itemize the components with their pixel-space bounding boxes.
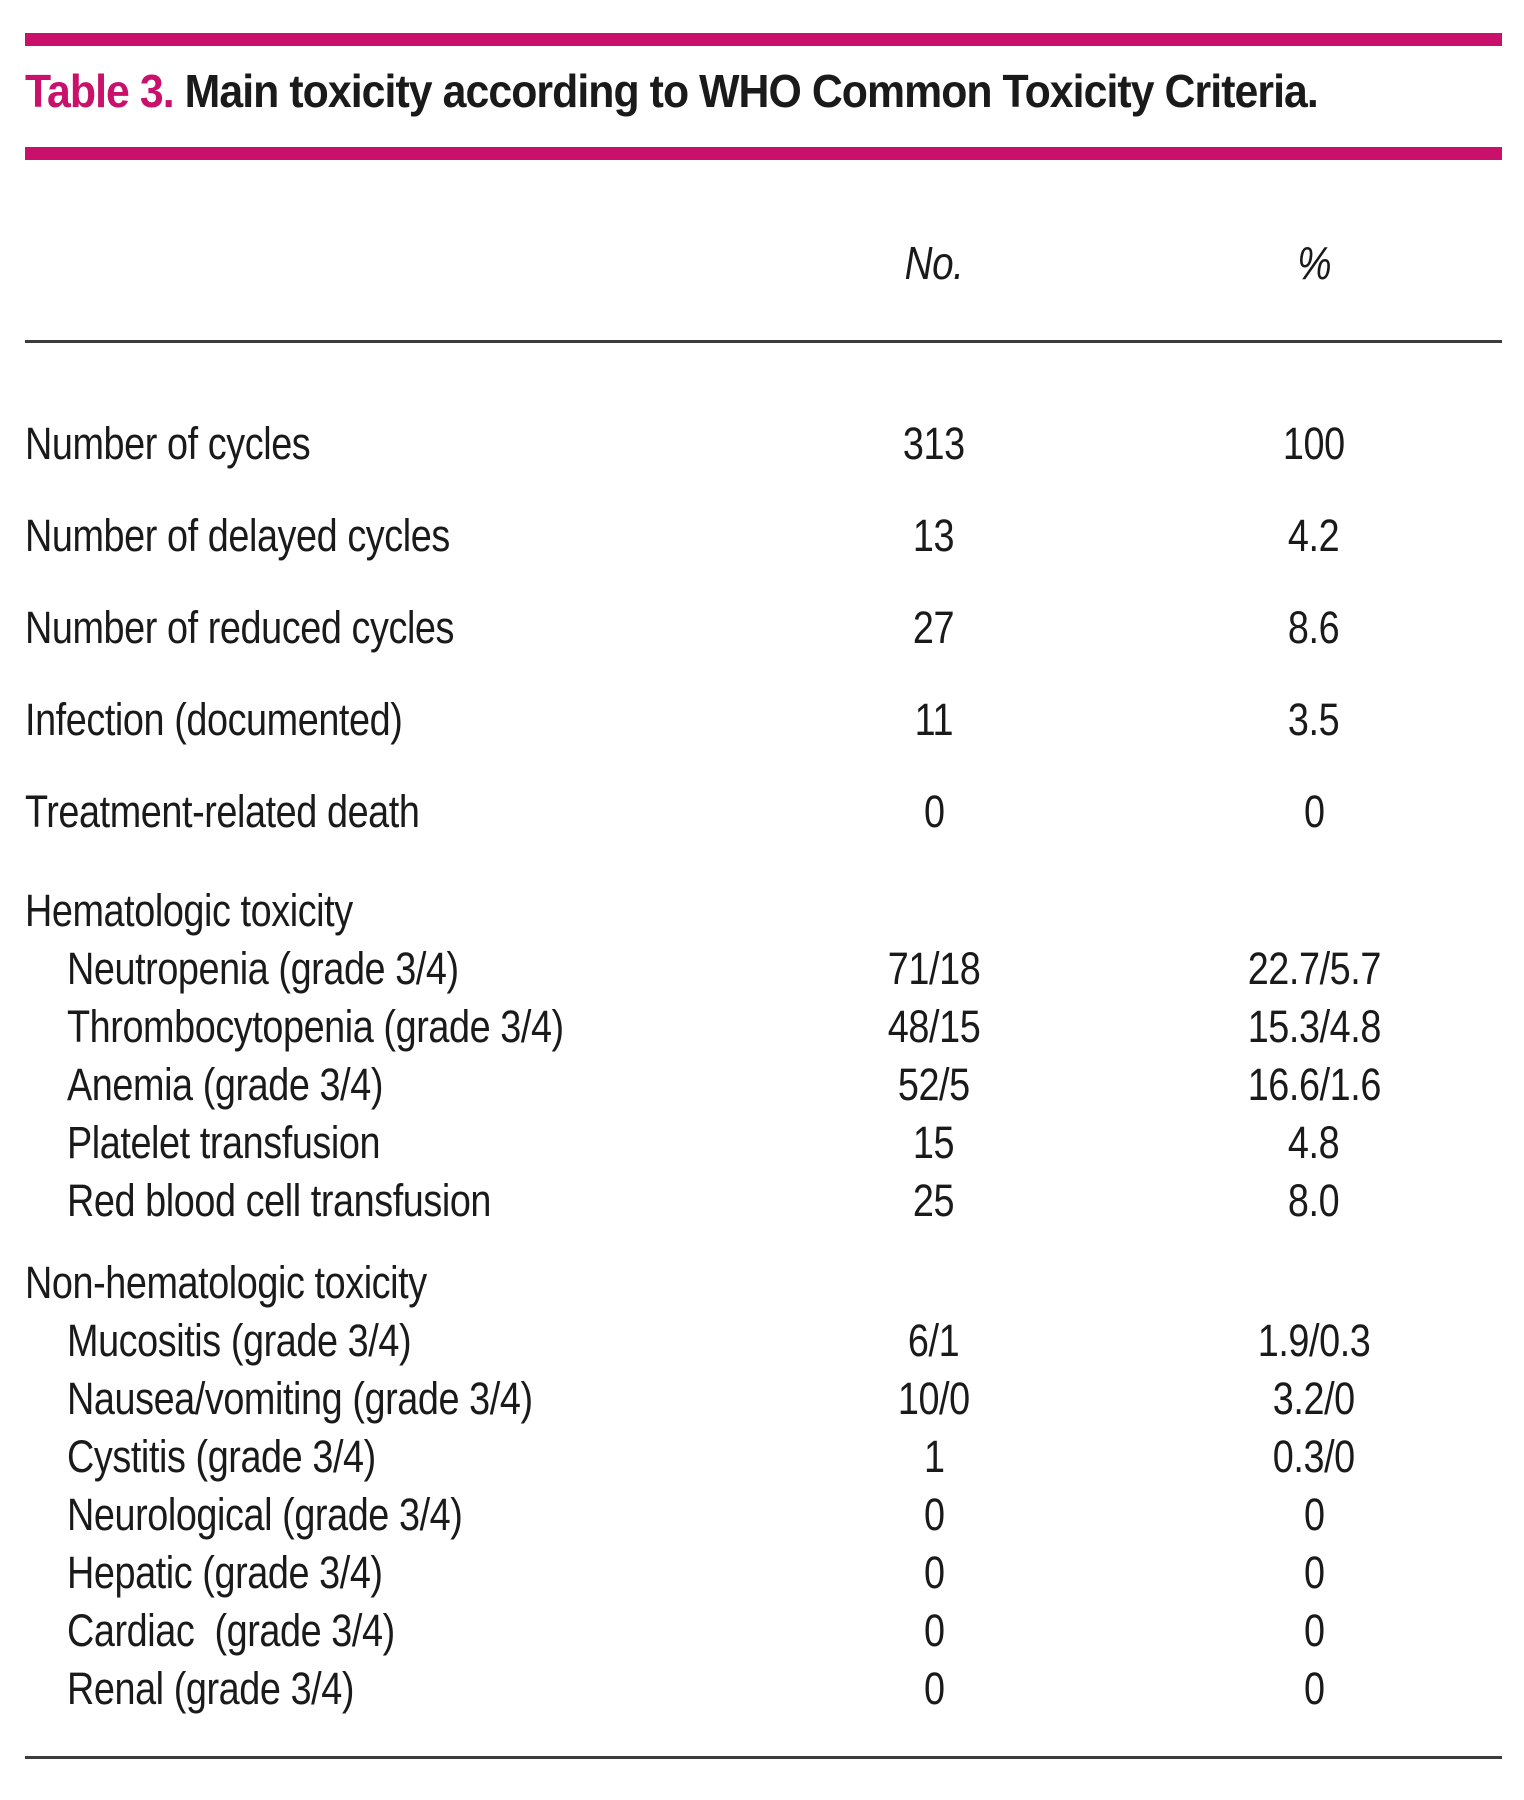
row-percent-value: 4.8 [1288,1117,1340,1168]
row-label: Infection (documented) [25,694,403,745]
row-label: Neutropenia (grade 3/4) [67,943,459,994]
table-row: Neurological (grade 3/4) 0 0 [25,1486,1504,1544]
table-row: Hematologic toxicity [25,882,1504,940]
column-header-no: No. [904,237,964,289]
table-row: Mucositis (grade 3/4) 6/1 1.9/0.3 [25,1312,1504,1370]
table-row: Number of delayed cycles 13 4.2 [25,490,1504,582]
row-label: Number of delayed cycles [25,510,450,561]
row-label: Platelet transfusion [67,1117,381,1168]
row-percent-value: 0 [1303,1663,1325,1714]
bottom-rule [25,1756,1502,1759]
table-row: Non-hematologic toxicity [25,1254,1504,1312]
row-percent-value: 0 [1303,786,1325,837]
row-percent-value: 0 [1303,1605,1325,1656]
table-row: Cardiac (grade 3/4) 0 0 [25,1602,1504,1660]
row-percent-value: 4.2 [1288,510,1340,561]
row-percent-value: 3.2/0 [1273,1373,1355,1424]
row-no-value: 25 [913,1175,955,1226]
row-percent-value: 100 [1283,418,1345,469]
table-row: Anemia (grade 3/4) 52/5 16.6/1.6 [25,1056,1504,1114]
top-accent-rule [25,33,1502,46]
row-no-value: 0 [923,1489,945,1540]
row-label: Treatment-related death [25,786,420,837]
table-header-row: No. % [25,228,1504,298]
row-label: Cystitis (grade 3/4) [67,1431,376,1482]
row-no-value: 52/5 [898,1059,970,1110]
row-label: Non-hematologic toxicity [25,1257,427,1308]
table-row: Treatment-related death 0 0 [25,766,1504,858]
row-label: Hematologic toxicity [25,885,353,936]
table-row: Hepatic (grade 3/4) 0 0 [25,1544,1504,1602]
title-bottom-accent-rule [25,147,1502,160]
row-no-value: 48/15 [887,1001,981,1052]
row-no-value: 15 [913,1117,955,1168]
row-label: Hepatic (grade 3/4) [67,1547,383,1598]
table-row: Red blood cell transfusion 25 8.0 [25,1172,1504,1230]
table-row: Neutropenia (grade 3/4) 71/18 22.7/5.7 [25,940,1504,998]
row-percent-value: 22.7/5.7 [1247,943,1381,994]
header-rule [25,340,1502,343]
table-title: Table 3. Main toxicity according to WHO … [25,64,1504,118]
row-label: Anemia (grade 3/4) [67,1059,384,1110]
row-label: Renal (grade 3/4) [67,1663,355,1714]
row-percent-value: 0.3/0 [1273,1431,1355,1482]
row-percent-value: 8.6 [1288,602,1340,653]
row-no-value: 313 [903,418,965,469]
row-label: Number of cycles [25,418,311,469]
row-label: Cardiac (grade 3/4) [67,1605,395,1656]
row-label: Mucositis (grade 3/4) [67,1315,412,1366]
table-title-text: Main toxicity according to WHO Common To… [173,65,1319,117]
row-percent-value: 15.3/4.8 [1247,1001,1381,1052]
row-no-value: 10/0 [898,1373,970,1424]
row-label: Nausea/vomiting (grade 3/4) [67,1373,533,1424]
column-header-percent: % [1297,237,1331,289]
table-row: Renal (grade 3/4) 0 0 [25,1660,1504,1718]
table-row: Number of reduced cycles 27 8.6 [25,582,1504,674]
row-label: Number of reduced cycles [25,602,455,653]
row-percent-value: 8.0 [1288,1175,1340,1226]
row-no-value: 13 [913,510,955,561]
row-percent-value: 16.6/1.6 [1247,1059,1381,1110]
row-no-value: 27 [913,602,955,653]
row-no-value: 0 [923,786,945,837]
row-no-value: 6/1 [908,1315,960,1366]
table-title-number: Table 3. [25,65,175,117]
table-row: Infection (documented) 11 3.5 [25,674,1504,766]
table-row: Platelet transfusion 15 4.8 [25,1114,1504,1172]
table-row: Thrombocytopenia (grade 3/4) 48/15 15.3/… [25,998,1504,1056]
row-percent-value: 0 [1303,1547,1325,1598]
row-label: Neurological (grade 3/4) [67,1489,463,1540]
row-percent-value: 1.9/0.3 [1257,1315,1371,1366]
row-no-value: 11 [914,694,954,745]
row-no-value: 0 [923,1547,945,1598]
table-row: Cystitis (grade 3/4) 1 0.3/0 [25,1428,1504,1486]
table-row: Nausea/vomiting (grade 3/4) 10/0 3.2/0 [25,1370,1504,1428]
row-label: Thrombocytopenia (grade 3/4) [67,1001,564,1052]
row-no-value: 1 [923,1431,945,1482]
table-row: Number of cycles 313 100 [25,398,1504,490]
row-label: Red blood cell transfusion [67,1175,492,1226]
row-percent-value: 3.5 [1288,694,1340,745]
row-percent-value: 0 [1303,1489,1325,1540]
row-no-value: 0 [923,1663,945,1714]
table-body: Number of cycles 313 100 Number of delay… [25,398,1504,1718]
row-no-value: 0 [923,1605,945,1656]
row-no-value: 71/18 [887,943,981,994]
